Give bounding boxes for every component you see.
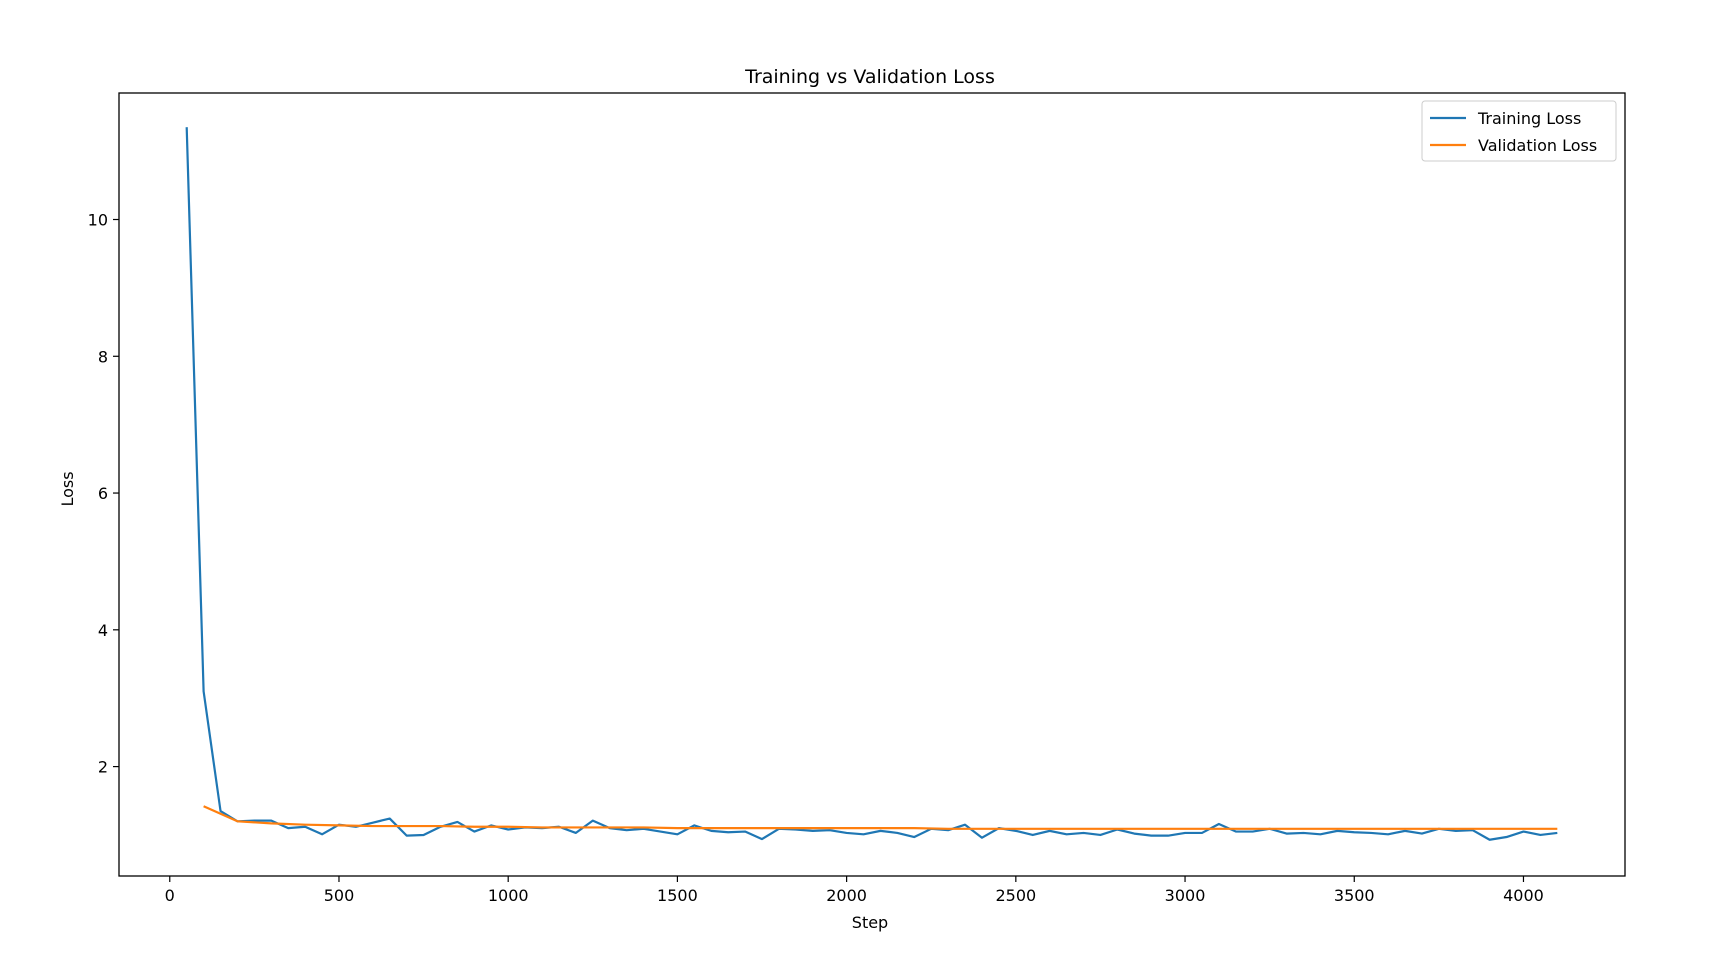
axes-frame [118,92,1626,877]
legend-label: Validation Loss [1478,136,1597,155]
x-axis: 0 500 1000 1500 2000 2500 3000 3500 4000 [165,876,1544,905]
series-line-training-loss [185,127,1558,841]
y-tick-label: 8 [98,347,108,366]
legend-label: Training Loss [1477,109,1581,128]
chart-title: Training vs Validation Loss [744,66,995,88]
x-tick-label: 0 [165,886,175,905]
x-tick-label: 1500 [657,886,698,905]
y-tick-label: 4 [98,621,108,640]
x-tick-label: 3000 [1165,886,1206,905]
y-tick-label: 6 [98,484,108,503]
plot-area [185,127,1558,841]
x-tick-label: 2500 [995,886,1036,905]
legend: Training Loss Validation Loss [1421,100,1617,162]
x-axis-label: Step [852,913,888,932]
x-tick-label: 500 [324,886,355,905]
series-line-validation-loss [203,805,1558,830]
y-axis: 2 4 6 8 10 [88,211,119,777]
y-tick-label: 10 [88,211,108,230]
x-tick-label: 1000 [488,886,529,905]
x-tick-label: 4000 [1503,886,1544,905]
x-tick-label: 3500 [1334,886,1375,905]
legend-box [1421,100,1617,162]
x-tick-label: 2000 [826,886,867,905]
y-tick-label: 2 [98,758,108,777]
y-axis-label: Loss [58,471,77,506]
